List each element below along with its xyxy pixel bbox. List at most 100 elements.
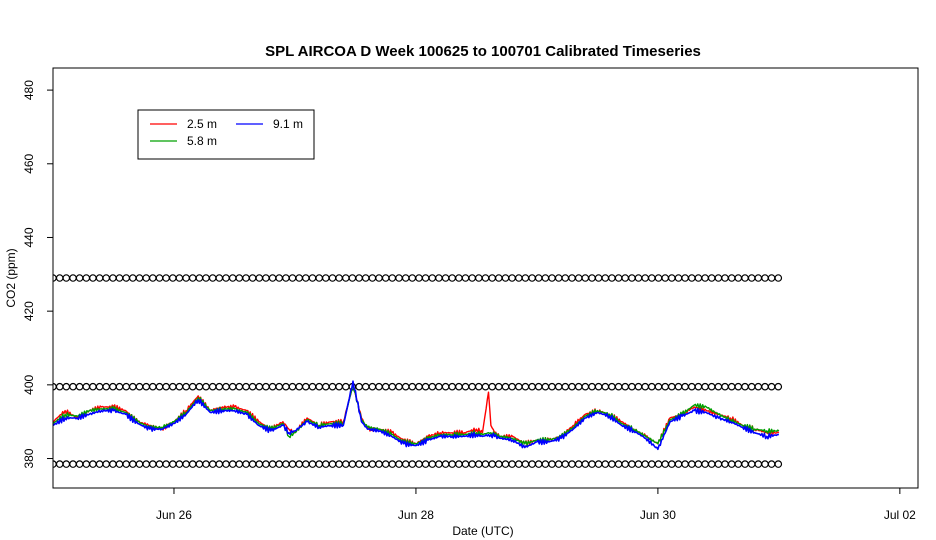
reference-marker [661, 382, 670, 391]
reference-marker [242, 382, 250, 391]
reference-marker [747, 460, 756, 468]
reference-marker [614, 382, 623, 391]
reference-marker [721, 274, 729, 282]
reference-marker [308, 382, 317, 391]
reference-marker [674, 274, 683, 282]
reference-marker [288, 382, 297, 391]
reference-marker [203, 54, 209, 60]
reference-marker [767, 460, 776, 468]
y-tick-label: 420 [22, 301, 36, 321]
y-tick-label: 400 [22, 375, 36, 395]
reference-marker [754, 274, 763, 282]
reference-marker [594, 460, 603, 468]
reference-marker [701, 460, 709, 468]
reference-marker [215, 460, 224, 468]
reference-marker [288, 274, 297, 282]
reference-marker [661, 460, 670, 468]
reference-marker [248, 382, 257, 391]
reference-marker [256, 54, 262, 60]
reference-marker [747, 274, 756, 282]
reference-marker [202, 460, 210, 468]
reference-marker [82, 274, 91, 282]
reference-marker [95, 274, 104, 282]
reference-marker [196, 54, 202, 60]
reference-marker [634, 274, 643, 282]
reference-marker [361, 274, 370, 282]
reference-marker [554, 382, 563, 391]
reference-marker [421, 274, 430, 282]
reference-marker [494, 382, 503, 391]
reference-marker [561, 274, 570, 282]
marker-row-429 [53, 274, 783, 282]
reference-marker [110, 54, 116, 60]
reference-marker [341, 274, 350, 282]
reference-marker [183, 54, 189, 60]
reference-marker [508, 274, 516, 282]
reference-marker [188, 274, 197, 282]
reference-marker [534, 460, 543, 468]
reference-marker [63, 54, 69, 60]
reference-marker [714, 274, 723, 282]
reference-marker [262, 274, 270, 282]
reference-marker [381, 382, 390, 391]
marker-row-399 [53, 382, 783, 391]
reference-marker [142, 382, 151, 391]
reference-marker [262, 382, 270, 391]
reference-marker [661, 274, 670, 282]
reference-marker [223, 54, 229, 60]
reference-marker [129, 382, 137, 391]
reference-marker [641, 460, 650, 468]
reference-marker [761, 274, 769, 282]
reference-marker [69, 274, 77, 282]
reference-marker [208, 274, 217, 282]
reference-marker [521, 382, 530, 391]
reference-marker [116, 54, 122, 60]
reference-marker [236, 54, 242, 60]
reference-marker [754, 460, 763, 468]
reference-marker [694, 460, 703, 468]
reference-marker [721, 382, 729, 391]
reference-marker [335, 274, 343, 282]
reference-marker [55, 382, 64, 391]
reference-marker [328, 274, 337, 282]
reference-marker [761, 382, 769, 391]
reference-marker [249, 54, 255, 60]
reference-marker [75, 274, 84, 282]
reference-marker [621, 460, 630, 468]
plot-area-frame [52, 67, 919, 489]
reference-marker [228, 460, 237, 468]
reference-marker [501, 460, 510, 468]
reference-marker [428, 382, 437, 391]
reference-marker [275, 460, 284, 468]
reference-marker [687, 382, 696, 391]
reference-marker [594, 382, 603, 391]
reference-marker [62, 274, 71, 282]
reference-marker [734, 460, 743, 468]
reference-marker [641, 274, 650, 282]
reference-marker [76, 54, 82, 60]
reference-marker [395, 274, 403, 282]
reference-marker [408, 460, 417, 468]
reference-marker [508, 382, 516, 391]
reference-marker [514, 382, 523, 391]
reference-marker [163, 54, 169, 60]
reference-marker [248, 460, 257, 468]
reference-marker [109, 274, 117, 282]
reference-marker [388, 460, 397, 468]
reference-marker [548, 274, 556, 282]
reference-marker [694, 274, 703, 282]
reference-marker [588, 460, 596, 468]
reference-marker [195, 382, 204, 391]
reference-marker [488, 382, 497, 391]
reference-marker [368, 460, 377, 468]
reference-marker [348, 460, 357, 468]
reference-marker [441, 460, 450, 468]
reference-marker [494, 460, 503, 468]
reference-marker [169, 274, 177, 282]
reference-marker [315, 274, 324, 282]
reference-marker [75, 382, 84, 391]
x-tick-label: Jun 26 [156, 508, 192, 522]
reference-marker [55, 460, 64, 468]
reference-marker [654, 382, 663, 391]
reference-marker [50, 54, 56, 60]
